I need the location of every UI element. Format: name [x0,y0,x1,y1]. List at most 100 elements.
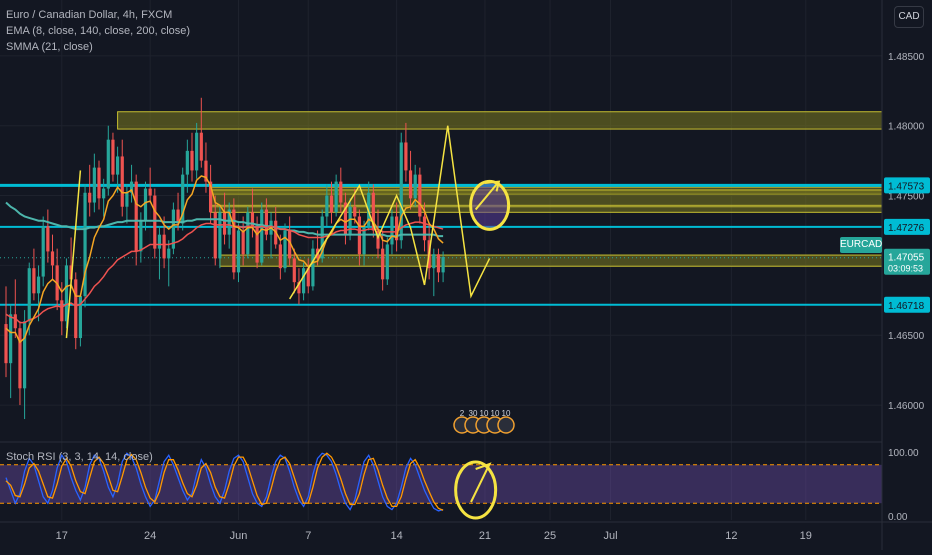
candle-body [278,244,282,269]
candle-body [297,282,301,294]
candle-body [50,251,55,266]
candle-body [23,321,27,389]
candle-body [36,276,41,294]
event-badge-count: 30 [469,409,478,418]
price-tick-label: 1.46500 [888,331,925,342]
candle-body [139,220,143,252]
time-tick-label: Jul [603,530,617,542]
candle-body [334,181,338,213]
candle-body [27,268,31,322]
candle-body [134,181,138,252]
supply-demand-zone [117,111,932,130]
candle-body [408,170,413,199]
price-axis-panel [882,0,932,550]
price-tick-label: 1.48000 [888,122,925,133]
rsi-legend: Stoch RSI (3, 3, 14, 14, close) [6,451,153,463]
candle-body [381,248,385,280]
smma-line [5,221,444,324]
candle-body [102,188,106,199]
candle-body [167,248,171,259]
candle-body [348,206,352,235]
candle-body [371,192,375,231]
candle-body [209,181,213,213]
candle-body [143,188,148,221]
rsi-tick-label: 0.00 [888,512,908,523]
candle-body [399,142,403,241]
candle-body [60,300,64,322]
candle-body [157,234,162,249]
candle-body [385,244,389,280]
candle-body [106,139,110,189]
candle-body [162,234,166,259]
candle-body [311,248,315,287]
candle-body [241,230,245,255]
candle-body [441,257,445,273]
candle-body [171,209,175,249]
candle-body [190,150,194,171]
time-tick-label: 17 [56,530,68,542]
level-price-badge [884,177,930,194]
rsi-band [0,464,882,504]
swing-path [65,170,82,339]
candle-body [204,160,208,182]
rsi-highlight-circle [454,460,498,520]
candle-body [395,216,399,241]
candle-body [329,195,334,213]
candle-body [46,226,50,252]
candle-body [236,230,241,273]
ema-fast-line [5,175,444,344]
time-tick-label: 7 [305,530,311,542]
candle-body [250,212,255,227]
candle-body [343,202,348,235]
candle-body [218,212,222,259]
level-price-badge [884,296,930,313]
event-badge-icon [497,416,515,434]
time-tick-label: 19 [800,530,812,542]
supply-demand-zone [219,254,932,267]
candle-body [111,139,115,175]
candle-body [404,142,408,171]
supply-demand-zone [210,206,900,213]
candle-body [83,192,87,297]
candle-body [288,230,292,259]
candle-body [69,265,73,280]
candle-body [246,212,250,255]
candle-body [181,174,185,224]
time-tick-label: 14 [390,530,402,542]
last-price-badge [884,248,930,275]
candle-body [4,324,8,364]
price-tick-label: 1.48500 [888,52,925,63]
candle-body [129,181,134,193]
candle-body [32,268,36,294]
candle-body [390,216,394,245]
candle-body [185,150,189,175]
event-badge-count: 10 [491,409,500,418]
price-tick-label: 1.47500 [888,192,925,203]
swing-path [289,125,491,300]
candle-body [78,296,82,339]
candle-body [88,192,92,203]
bar-countdown-label: 03:09:53 [888,264,923,274]
candle-body [306,268,310,287]
candle-body [195,132,199,171]
candle-body [9,314,13,364]
candle-body [376,230,380,249]
time-tick-label: 12 [725,530,737,542]
currency-button[interactable]: CAD [894,6,924,28]
price-tick-label: 1.46000 [888,401,925,412]
candle-body [64,265,69,322]
candle-body [353,206,357,217]
ticker-tag: EURCAD [840,237,882,253]
supply-demand-zone [210,189,932,206]
candle-body [148,188,152,196]
candle-body [18,328,22,389]
candle-body [339,181,343,203]
candle-body [222,212,227,235]
time-tick-label: Jun [230,530,248,542]
candle-body [74,279,78,339]
event-badge-count: 10 [502,409,511,418]
level-price-label: 1.47573 [888,181,925,192]
candle-body [260,209,264,263]
